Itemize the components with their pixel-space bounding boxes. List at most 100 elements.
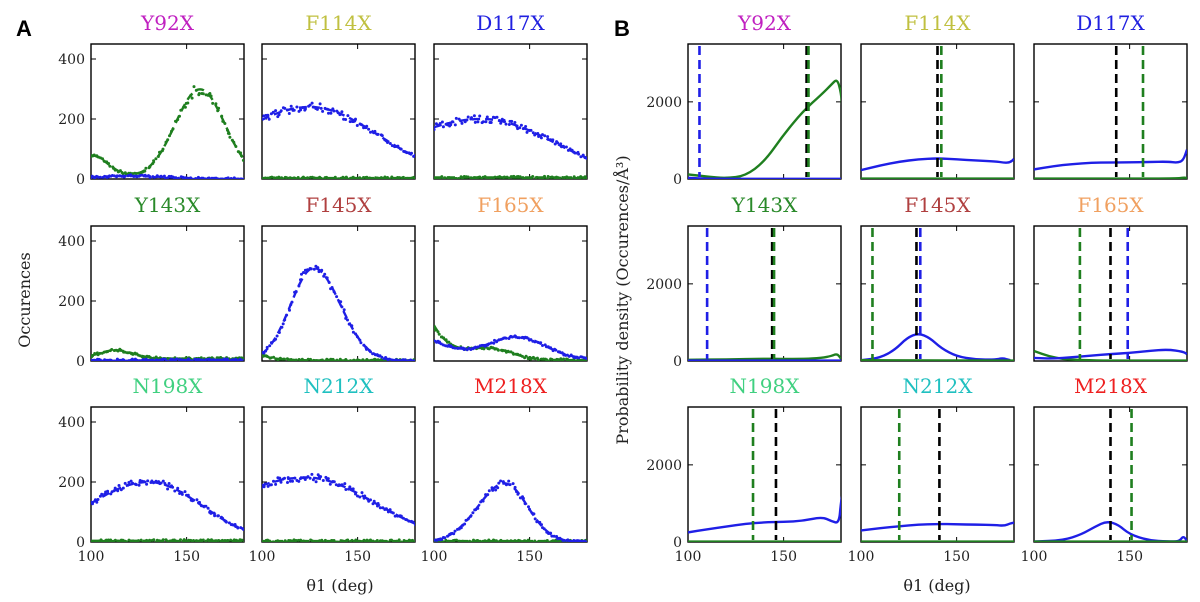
green-data-point [296, 538, 300, 542]
y-tick-label: 200 [58, 294, 85, 310]
green-data-point [325, 357, 329, 361]
blue-data-point [243, 358, 244, 361]
blue-data-point [354, 332, 357, 336]
green-data-point [208, 92, 212, 95]
blue-data-point [434, 339, 435, 343]
blue-data-point [176, 486, 180, 490]
blue-data-point [148, 176, 152, 179]
blue-data-point [278, 476, 282, 480]
green-data-point [241, 158, 244, 162]
subplot-a-F165X: F165X [433, 193, 588, 362]
blue-data-point [303, 478, 307, 481]
subplot-title: D117X [1076, 11, 1145, 35]
green-data-point [443, 176, 447, 179]
green-data-point [451, 177, 455, 179]
green-data-point [502, 175, 506, 179]
blue-data-point [401, 358, 405, 361]
plot-area [262, 472, 415, 542]
blue-data-point [347, 322, 351, 326]
blue-data-point [294, 290, 298, 294]
blue-data-point [106, 489, 110, 493]
blue-data-point [319, 106, 323, 110]
green-data-point [570, 177, 574, 179]
green-data-point [533, 539, 537, 542]
green-data-point [117, 540, 121, 542]
plot-area [688, 46, 841, 179]
blue-data-point [291, 479, 294, 483]
blue-data-point [463, 522, 467, 526]
blue-data-point [290, 300, 294, 304]
subplot-title: M218X [474, 374, 548, 398]
green-data-point [271, 540, 275, 542]
blue-data-point [546, 137, 550, 141]
green-data-point [545, 358, 548, 361]
blue-data-point [173, 177, 176, 179]
blue-data-point [327, 281, 331, 284]
green-data-point [529, 357, 533, 361]
blue-data-point [359, 123, 363, 127]
blue-data-point [438, 340, 441, 344]
green-data-point [125, 540, 129, 542]
blue-data-point [499, 121, 503, 125]
green-data-point [577, 359, 581, 361]
y-tick-label: 0 [76, 172, 85, 188]
green-data-point [332, 539, 336, 542]
green-data-point [351, 175, 355, 179]
blue-data-point [239, 358, 243, 361]
green-data-point [174, 119, 177, 123]
blue-data-point [140, 173, 144, 177]
blue-data-point [219, 358, 223, 361]
green-data-point [192, 85, 196, 89]
blue-data-point [274, 337, 278, 341]
blue-data-point [380, 355, 384, 359]
blue-data-point [91, 502, 94, 506]
plot-area [434, 479, 587, 542]
blue-data-point [502, 481, 506, 485]
blue-data-point [521, 496, 525, 500]
blue-data-point [330, 286, 334, 289]
blue-data-point [440, 120, 444, 124]
green-data-point [220, 114, 224, 118]
blue-data-point [129, 479, 133, 483]
green-data-point [277, 175, 281, 179]
green-data-point [397, 538, 401, 542]
x-tick-label: 150 [770, 549, 797, 565]
green-data-point [216, 109, 220, 113]
y-tick-label: 400 [58, 415, 85, 431]
blue-data-point [386, 141, 389, 144]
blue-data-point [306, 475, 310, 479]
blue-data-point [328, 482, 332, 486]
blue-data-point [309, 267, 313, 271]
blue-data-point [326, 477, 330, 481]
blue-data-point [171, 485, 175, 489]
subplot-a-F114X: F114X [261, 11, 416, 180]
subplot-b-F165X: F165X [1033, 193, 1188, 362]
blue-data-point [495, 340, 499, 344]
blue-data-point [528, 507, 531, 511]
blue-data-point [266, 484, 270, 488]
blue-data-point [285, 108, 289, 112]
blue-data-point [472, 114, 476, 118]
blue-data-point [209, 511, 213, 515]
blue-data-point [117, 484, 121, 487]
green-data-point [402, 539, 406, 542]
green-data-point [315, 359, 319, 361]
green-data-point [154, 355, 158, 359]
green-data-point [148, 538, 152, 542]
blue-data-point [456, 346, 460, 350]
blue-data-point [521, 127, 525, 131]
blue-data-point [343, 482, 347, 486]
blue-data-point [363, 494, 367, 498]
green-data-point [575, 176, 579, 179]
blue-data-point [362, 343, 366, 347]
green-data-point [243, 540, 244, 542]
green-data-point [386, 540, 390, 542]
blue-data-point [540, 523, 543, 527]
x-tick-label: 150 [1116, 549, 1143, 565]
subplot-title: Y143X [731, 193, 798, 217]
blue-data-point [393, 514, 397, 518]
blue-data-point [329, 111, 333, 115]
blue-data-point [159, 174, 163, 178]
blue-data-point [308, 103, 312, 107]
blue-data-point [95, 500, 99, 504]
